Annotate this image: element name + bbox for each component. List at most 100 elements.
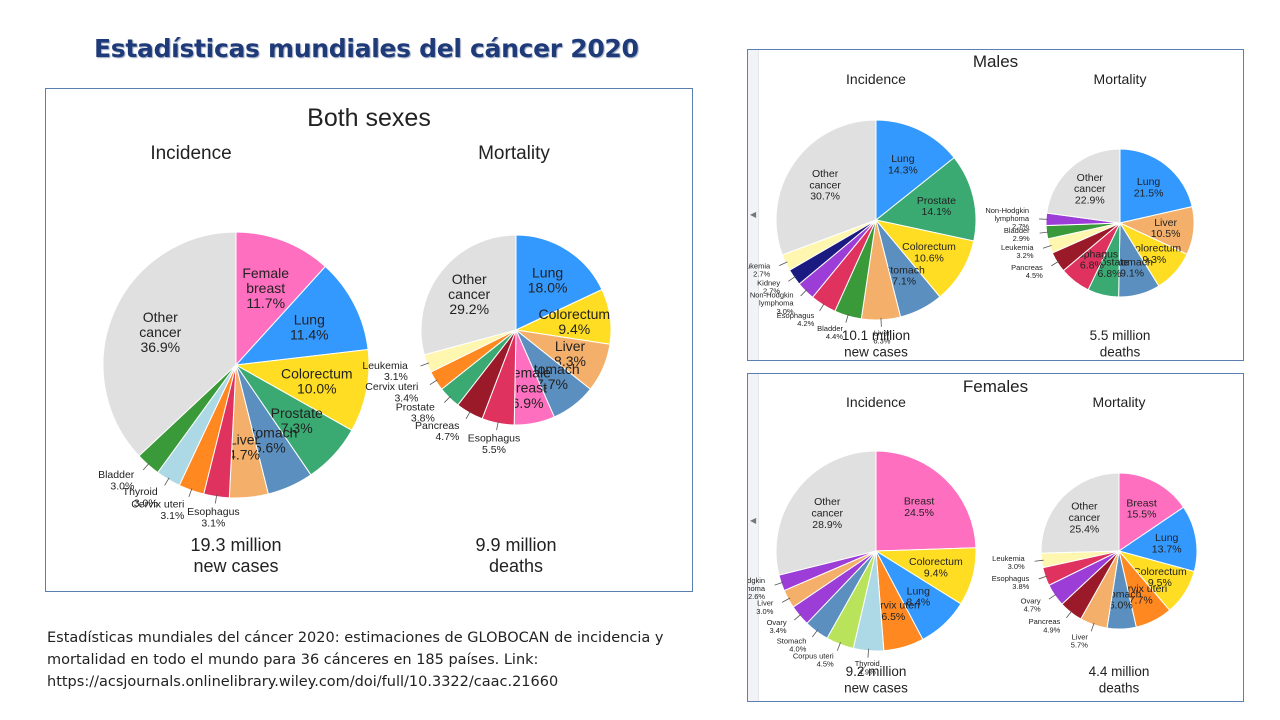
slice-label-stomach: 6.0%: [1109, 600, 1133, 612]
slice-label-non-hodgkin-lymphoma: Non-Hodgkin: [750, 291, 794, 300]
slice-label-prostate: 7.3%: [281, 420, 313, 436]
chart-footer: 9.9 million: [475, 535, 556, 555]
slice-label-breast: Breast: [1126, 497, 1156, 509]
slice-label-cervix-uteri: 3.4%: [394, 392, 418, 404]
slice-label-lung: 13.7%: [1152, 543, 1182, 555]
leader-line: [779, 261, 788, 267]
slice-label-colorectum: 9.4%: [924, 567, 948, 579]
chart-footer: 19.3 million: [190, 535, 281, 555]
chart-footer: new cases: [844, 345, 908, 360]
slice-label-colorectum: Colorectum: [1133, 566, 1187, 578]
chart-title: Mortality: [1094, 71, 1147, 87]
slice-label-liver: Liver: [1072, 632, 1089, 641]
slice-label-other-cancer: cancer: [139, 324, 181, 340]
slice-label-colorectum: 9.4%: [558, 321, 590, 337]
slice-label-liver: 3.0%: [756, 607, 773, 616]
leader-line: [1051, 260, 1060, 267]
slice-lung: [1117, 506, 1198, 573]
slice-label-lung: Lung: [294, 312, 325, 328]
slice-label-pancreas: 4.5%: [1026, 271, 1043, 280]
chart-footer: 5.5 million: [1090, 328, 1151, 343]
slice-label-other-cancer: Other: [1077, 172, 1104, 184]
slice-label-lung: 21.5%: [1134, 188, 1164, 200]
chart-footer: 4.4 million: [1089, 664, 1150, 679]
slice-label-bladder: Bladder: [817, 324, 843, 333]
collapse-arrow-icon[interactable]: ◀: [750, 516, 757, 525]
slice-label-bladder: 3.0%: [110, 480, 134, 492]
slice-label-breast: 24.5%: [904, 507, 934, 519]
slice-label-corpus-uteri: 4.5%: [817, 660, 834, 669]
slice-label-leukemia: 3.0%: [1008, 562, 1025, 571]
slice-lung: [234, 265, 369, 366]
females-charts: Breast24.5%Colorectum9.4%Lung8.4%Cervix …: [748, 394, 1198, 696]
slice-label-non-hodgkin-lymphoma: lymphoma: [994, 214, 1029, 223]
slice-label-liver: Liver: [555, 338, 586, 354]
slice-label-other-cancer: 28.9%: [812, 519, 842, 531]
slice-label-breast: Breast: [904, 495, 934, 507]
slice-label-colorectum: Colorectum: [1127, 243, 1181, 255]
slice-other-cancer: [420, 234, 517, 356]
leader-line: [1090, 622, 1095, 632]
leader-line: [1066, 610, 1073, 619]
slice-label-other-cancer: cancer: [811, 508, 843, 520]
caption-link[interactable]: https://acsjournals.onlinelibrary.wiley.…: [47, 674, 559, 690]
slice-label-colorectum: 10.0%: [297, 381, 337, 397]
slice-label-pancreas: Pancreas: [1029, 617, 1061, 626]
slice-label-liver: Liver: [1154, 217, 1177, 229]
slice-label-thyroid: 3.0%: [134, 498, 158, 510]
slice-label-prostate: 6.8%: [1098, 268, 1122, 280]
slice-label-other-cancer: 36.9%: [140, 339, 180, 355]
leader-line: [1039, 231, 1049, 234]
slice-label-pancreas: Pancreas: [1011, 263, 1043, 272]
slice-label-liver: 5.7%: [1071, 640, 1088, 649]
slice-label-female-breast: breast: [246, 280, 285, 296]
slice-label-liver: Liver: [874, 328, 891, 337]
slice-label-esophagus: Esophagus: [187, 506, 240, 518]
slice-label-cervix-uteri: Cervix uteri: [131, 499, 184, 511]
chart-footer: new cases: [193, 556, 278, 576]
slice-label-liver: Liver: [757, 599, 774, 608]
slice-label-leukemia: Leukemia: [362, 360, 408, 372]
slice-other-cancer: [1040, 472, 1120, 554]
slice-lung: [515, 234, 603, 331]
leader-line: [1042, 245, 1052, 249]
leader-line: [800, 289, 808, 297]
slice-label-thyroid: Thyroid: [855, 659, 880, 668]
leader-line: [819, 303, 825, 312]
slice-other-cancer: [775, 450, 877, 576]
slice-label-prostate: Prostate: [271, 405, 323, 421]
leader-line: [867, 648, 870, 658]
slice-label-lung: 8.4%: [906, 597, 930, 609]
slice-label-female-breast: Female: [242, 265, 289, 281]
slice-label-ovary: 4.7%: [1024, 605, 1041, 614]
leader-line: [429, 379, 438, 385]
slice-label-liver: 4.7%: [228, 447, 260, 463]
slice-label-esophagus: 3.1%: [201, 517, 225, 529]
slice-label-ovary: Ovary: [767, 618, 787, 627]
slice-label-other-cancer: 30.7%: [810, 191, 840, 203]
chart-footer: 10.1 million: [842, 328, 910, 343]
slice-label-leukemia: 3.2%: [1016, 251, 1033, 260]
slice-label-pancreas: Pancreas: [415, 420, 459, 432]
collapse-arrow-icon[interactable]: ◀: [750, 210, 757, 219]
slice-label-other-cancer: cancer: [1069, 512, 1101, 524]
slice-label-stomach: 9.1%: [1120, 268, 1144, 280]
slice-label-other-cancer: Other: [143, 309, 178, 325]
caption: Estadísticas mundiales del cáncer 2020: …: [47, 627, 697, 693]
males-charts: Lung14.3%Prostate14.1%Colorectum10.6%Sto…: [748, 71, 1195, 360]
slice-label-cervix-uteri: 6.5%: [881, 611, 905, 623]
slice-label-stomach: 7.1%: [892, 276, 916, 288]
slice-label-other-cancer: Other: [452, 271, 487, 287]
slice-label-breast: 15.5%: [1127, 509, 1157, 521]
slice-female-breast: [235, 231, 327, 367]
slice-other-cancer: [102, 231, 237, 457]
slice-label-bladder: 4.4%: [826, 332, 843, 341]
slice-label-ovary: Ovary: [1021, 596, 1041, 605]
slice-label-stomach: 4.0%: [789, 645, 806, 654]
caption-line: mortalidad en todo el mundo para 36 cánc…: [47, 652, 539, 668]
both-sexes-charts: Femalebreast11.7%Lung11.4%Colorectum10.0…: [98, 143, 612, 576]
leader-line: [1038, 575, 1048, 580]
caption-line: Estadísticas mundiales del cáncer 2020: …: [47, 630, 664, 646]
slice-label-leukemia: 3.1%: [384, 371, 408, 383]
panel-both-sexes: Both sexes Female breast 11.7% Lung 11.4% Col…: [45, 88, 693, 592]
